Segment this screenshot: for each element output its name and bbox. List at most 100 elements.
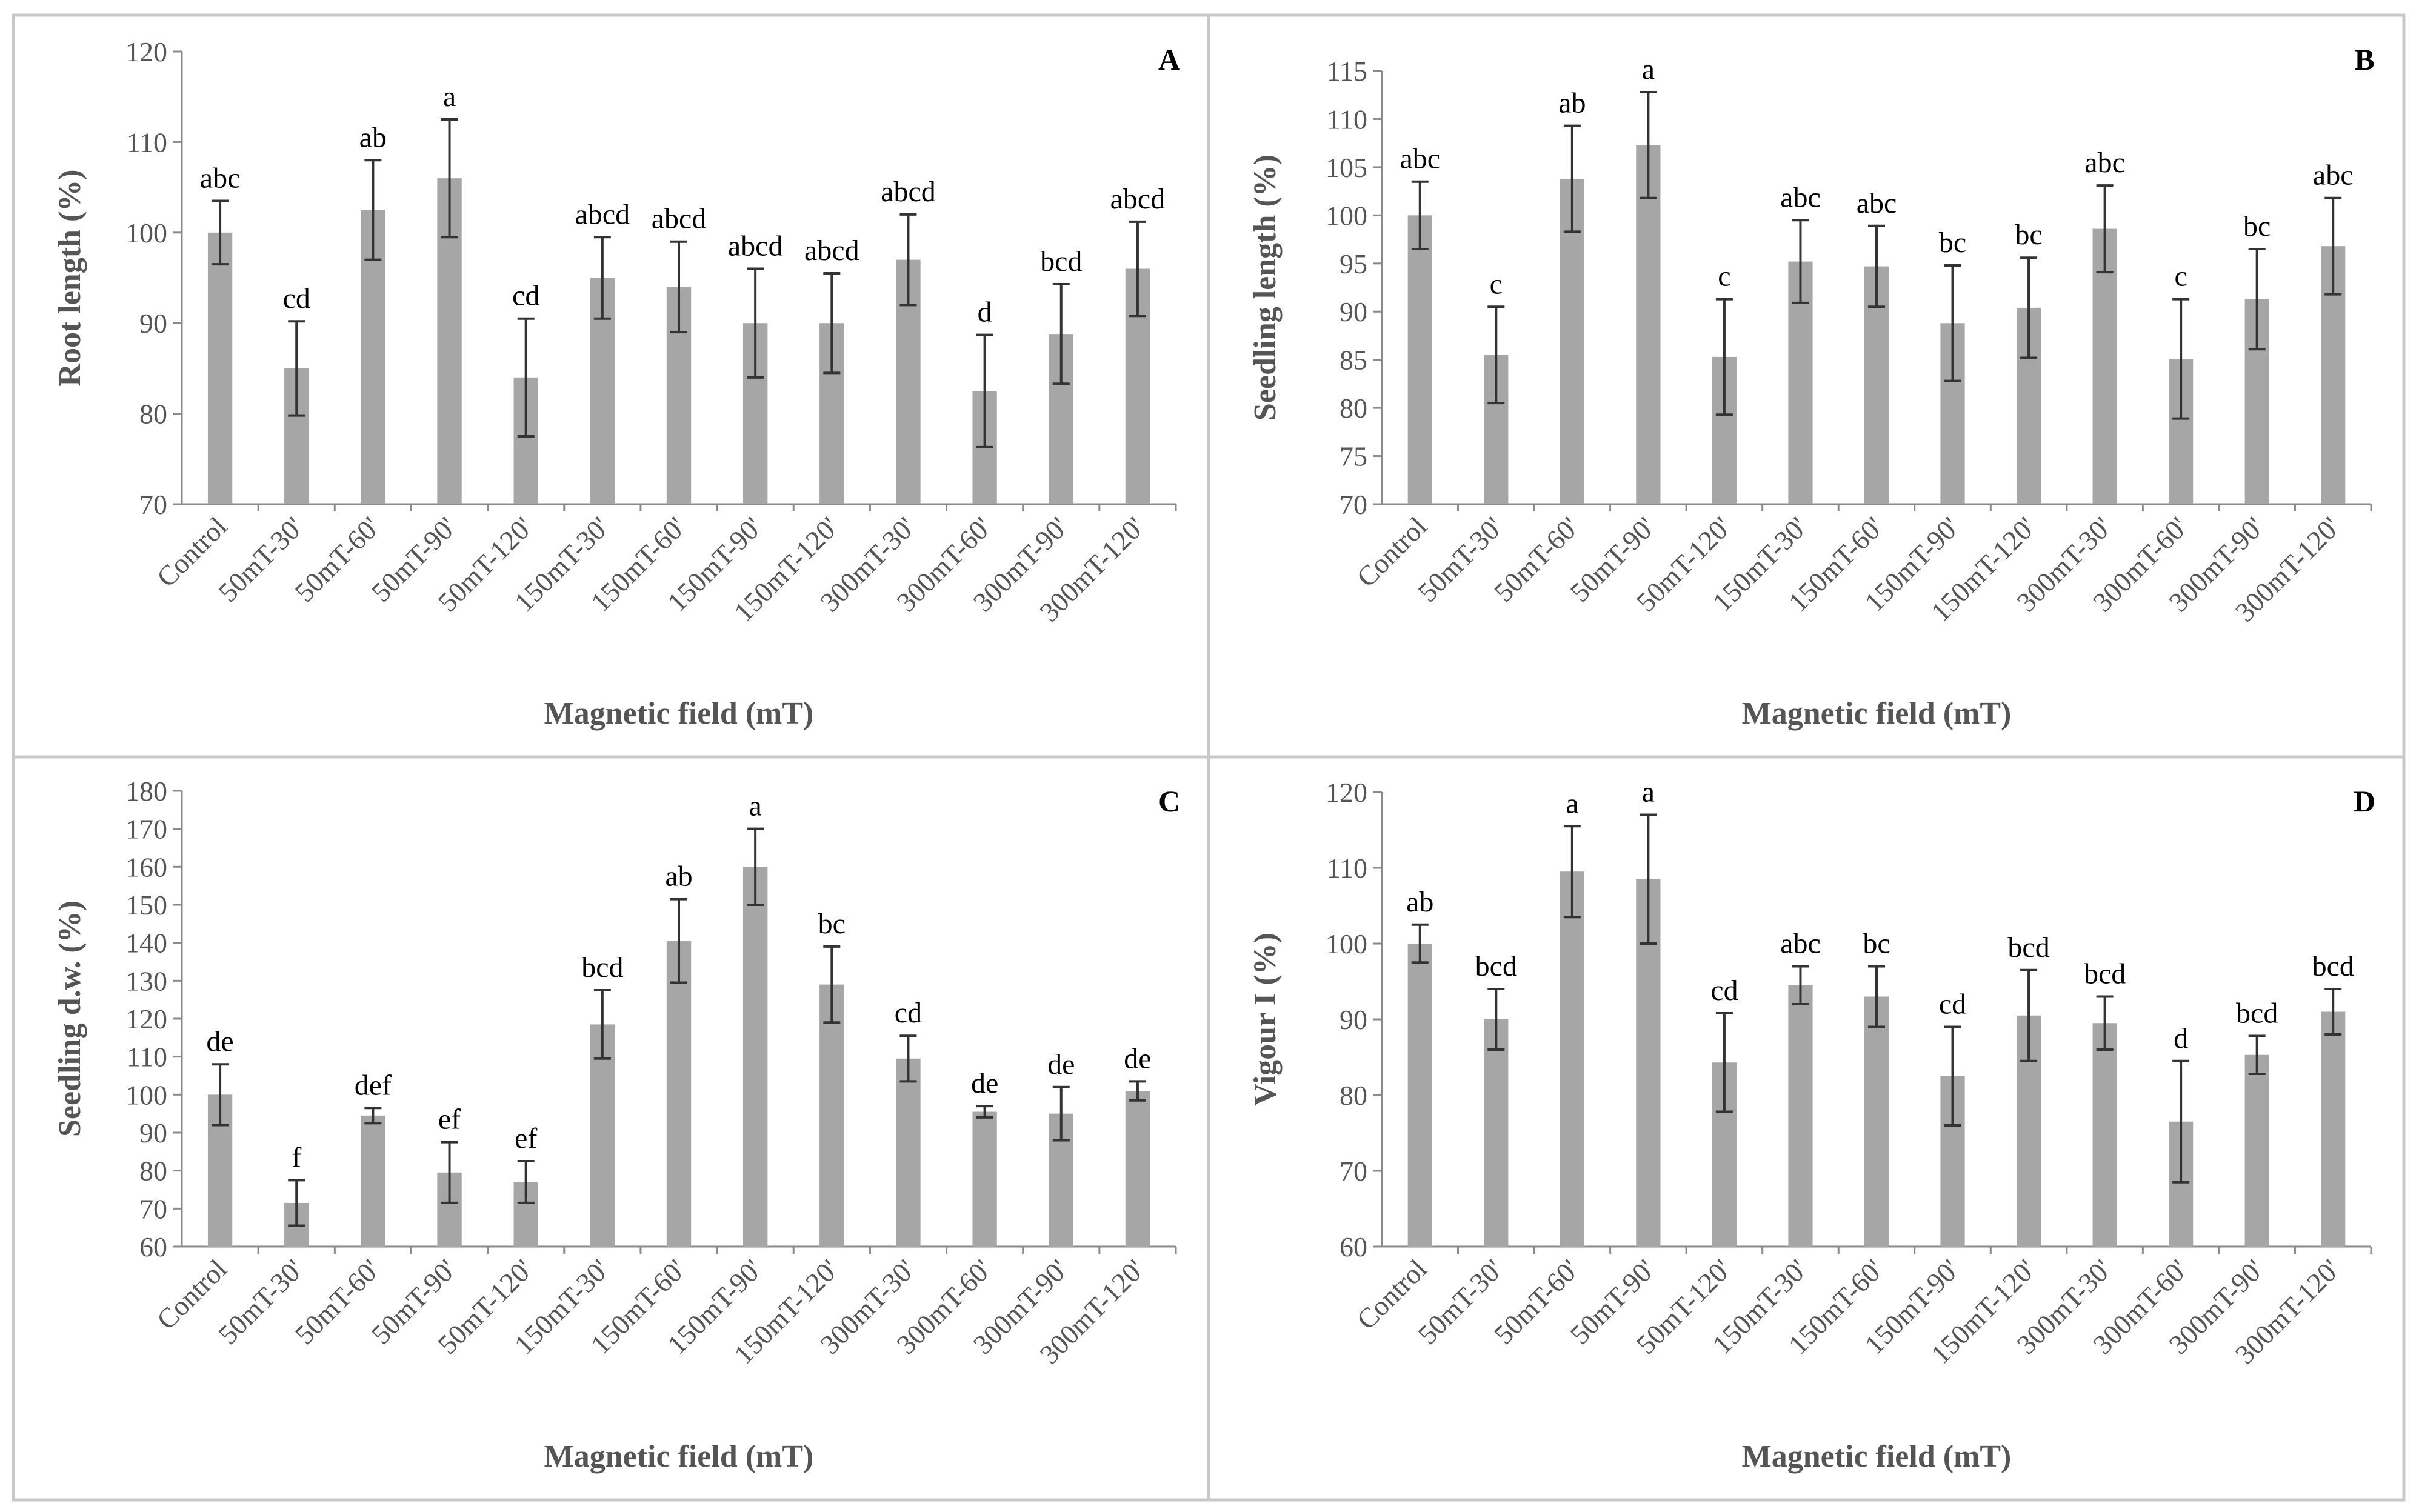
y-axis-title: Vigour I (%): [1248, 933, 1283, 1106]
y-tick-label: 80: [139, 1156, 167, 1187]
y-tick-label: 100: [1326, 928, 1367, 959]
y-axis-title: Seedling length (%): [1248, 155, 1283, 421]
significance-label: abcd: [804, 235, 859, 267]
significance-label: ab: [1406, 886, 1433, 918]
y-tick-label: 90: [139, 1117, 167, 1148]
significance-label: cd: [512, 280, 539, 312]
significance-label: bcd: [2236, 997, 2278, 1030]
significance-label: cd: [283, 282, 310, 315]
significance-label: f: [292, 1141, 301, 1173]
bar: [2092, 1023, 2117, 1247]
significance-label: abcd: [1110, 183, 1166, 215]
bar: [1560, 871, 1584, 1247]
bar: [742, 867, 768, 1247]
significance-label: d: [2174, 1022, 2188, 1054]
y-tick-label: 70: [1340, 489, 1367, 520]
x-axis-title: Magnetic field (mT): [1742, 1439, 2012, 1474]
chart-panel-a: 708090100110120abcControlcd50mT-30'ab50m…: [12, 13, 1210, 759]
chart-panel-d: 60708090100110120abControlbcd50mT-30'a50…: [1207, 755, 2406, 1502]
significance-label: bcd: [1040, 245, 1082, 278]
significance-label: a: [1566, 787, 1578, 819]
y-tick-label: 75: [1340, 441, 1367, 472]
bar: [819, 984, 844, 1247]
x-axis-title: Magnetic field (mT): [1742, 696, 2012, 731]
significance-label: c: [2174, 261, 2187, 293]
significance-label: ab: [665, 861, 692, 893]
y-tick-label: 90: [1340, 296, 1367, 327]
y-tick-label: 130: [125, 965, 167, 996]
bar: [2092, 228, 2117, 504]
significance-label: ef: [515, 1122, 537, 1154]
significance-label: abcd: [652, 203, 707, 235]
bar: [1560, 178, 1584, 504]
y-tick-label: 80: [1340, 1080, 1367, 1111]
significance-label: abcd: [728, 230, 783, 262]
y-tick-label: 120: [125, 1004, 167, 1034]
significance-label: abc: [1857, 187, 1897, 219]
y-tick-label: 140: [125, 928, 167, 959]
y-tick-label: 70: [139, 489, 167, 520]
bar: [1125, 1091, 1150, 1247]
bar: [361, 1115, 385, 1247]
significance-label: cd: [895, 997, 922, 1029]
y-tick-label: 110: [127, 127, 167, 158]
y-tick-label: 110: [1327, 104, 1367, 135]
panel-letter: C: [1158, 784, 1180, 818]
bar: [1636, 145, 1661, 504]
significance-label: abc: [2313, 159, 2354, 191]
y-tick-label: 110: [1327, 853, 1367, 884]
significance-label: de: [206, 1025, 233, 1057]
x-axis-title: Magnetic field (mT): [544, 1439, 814, 1474]
y-tick-label: 80: [139, 399, 167, 430]
bar: [1407, 944, 1432, 1247]
significance-label: bc: [2015, 219, 2042, 251]
significance-label: bc: [818, 908, 846, 940]
significance-label: de: [971, 1067, 998, 1099]
bar: [1407, 215, 1432, 504]
y-tick-label: 95: [1340, 248, 1367, 279]
x-axis-title: Magnetic field (mT): [544, 696, 814, 731]
bar: [2321, 1011, 2346, 1247]
significance-label: abc: [200, 162, 241, 195]
y-axis-title: Root length (%): [53, 169, 87, 386]
significance-label: bcd: [2084, 958, 2126, 990]
significance-label: ab: [1558, 87, 1586, 119]
significance-label: bc: [1863, 928, 1890, 960]
y-tick-label: 60: [139, 1231, 167, 1262]
bar: [666, 941, 692, 1247]
y-tick-label: 170: [125, 814, 167, 845]
significance-label: bcd: [1475, 950, 1517, 982]
bar: [972, 1111, 997, 1247]
significance-label: c: [1490, 268, 1503, 300]
significance-label: abc: [1400, 143, 1440, 175]
significance-label: de: [1047, 1048, 1075, 1081]
significance-label: def: [355, 1069, 392, 1101]
significance-label: ef: [438, 1104, 461, 1136]
significance-label: bcd: [2007, 931, 2049, 964]
y-tick-label: 120: [1326, 777, 1367, 808]
y-tick-label: 100: [125, 218, 167, 248]
y-tick-label: 70: [139, 1193, 167, 1224]
y-tick-label: 70: [1340, 1156, 1367, 1187]
significance-label: d: [978, 296, 992, 328]
bar: [207, 232, 233, 504]
bar: [1864, 996, 1889, 1247]
panel-letter: B: [2354, 42, 2374, 76]
significance-label: cd: [1710, 974, 1738, 1007]
y-tick-label: 120: [125, 36, 167, 67]
y-tick-label: 90: [1340, 1004, 1367, 1035]
bar: [590, 1024, 615, 1247]
significance-label: abcd: [881, 176, 936, 208]
y-tick-label: 110: [127, 1042, 167, 1073]
significance-label: a: [749, 790, 761, 822]
significance-label: abc: [2084, 147, 2125, 179]
significance-label: cd: [1939, 988, 1966, 1021]
y-tick-label: 90: [139, 308, 167, 339]
significance-label: bc: [1939, 227, 1966, 259]
panel-letter: D: [2354, 784, 2375, 818]
y-tick-label: 80: [1340, 393, 1367, 424]
y-tick-label: 85: [1340, 345, 1367, 376]
y-tick-label: 105: [1326, 152, 1367, 183]
chart-panel-c: 60708090100110120130140150160170180deCon…: [12, 755, 1210, 1502]
